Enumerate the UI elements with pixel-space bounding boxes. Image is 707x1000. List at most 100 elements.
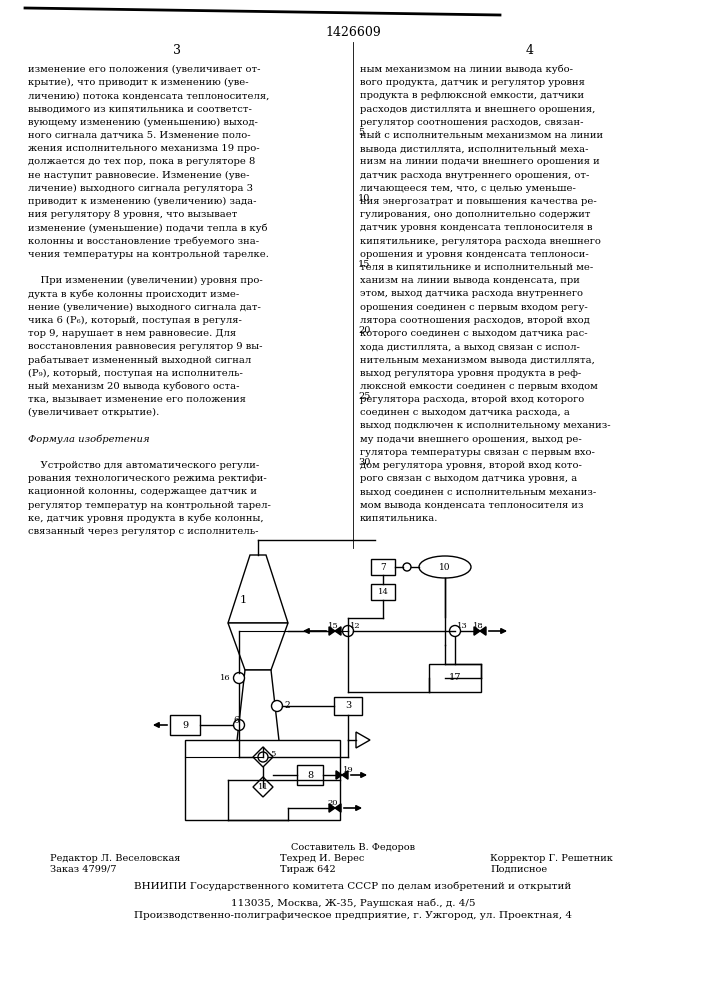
Text: кипятильника.: кипятильника. [360, 514, 438, 523]
Text: нительным механизмом вывода дистиллята,: нительным механизмом вывода дистиллята, [360, 355, 595, 364]
Text: 7: 7 [380, 562, 386, 572]
Circle shape [233, 672, 245, 684]
Polygon shape [228, 555, 288, 623]
Text: 10: 10 [439, 562, 451, 572]
Text: 20: 20 [358, 326, 370, 335]
Bar [429, 664, 481, 692]
Text: личению) потока конденсата теплоносителя,: личению) потока конденсата теплоносителя… [28, 91, 269, 100]
Text: 20: 20 [328, 799, 338, 807]
Text: ке, датчик уровня продукта в кубе колонны,: ке, датчик уровня продукта в кубе колонн… [28, 514, 264, 523]
Text: 1: 1 [240, 595, 247, 605]
Text: Редактор Л. Веселовская: Редактор Л. Веселовская [50, 854, 180, 863]
Polygon shape [228, 623, 288, 670]
Text: 9: 9 [182, 720, 188, 730]
Circle shape [342, 626, 354, 637]
Text: приводит к изменению (увеличению) зада-: приводит к изменению (увеличению) зада- [28, 197, 257, 206]
Text: 3: 3 [345, 702, 351, 710]
Text: (увеличивает открытие).: (увеличивает открытие). [28, 408, 159, 417]
Polygon shape [480, 627, 486, 635]
Text: низм на линии подачи внешнего орошения и: низм на линии подачи внешнего орошения и [360, 157, 600, 166]
Text: датчик уровня конденсата теплоносителя в: датчик уровня конденсата теплоносителя в [360, 223, 592, 232]
Polygon shape [474, 627, 480, 635]
Text: орошения соединен с первым входом регу-: орошения соединен с первым входом регу- [360, 303, 588, 312]
Polygon shape [335, 804, 341, 812]
Circle shape [450, 626, 460, 637]
Circle shape [271, 700, 283, 712]
Polygon shape [336, 771, 342, 779]
Text: выход регулятора уровня продукта в реф-: выход регулятора уровня продукта в реф- [360, 369, 581, 378]
Text: 19: 19 [343, 766, 354, 774]
Text: 5: 5 [270, 750, 275, 758]
Polygon shape [356, 732, 370, 748]
Text: 10: 10 [358, 194, 370, 203]
Text: 1426609: 1426609 [325, 25, 381, 38]
Text: Корректор Г. Решетник: Корректор Г. Решетник [490, 854, 613, 863]
Text: не наступит равновесие. Изменение (уве-: не наступит равновесие. Изменение (уве- [28, 171, 250, 180]
Text: Заказ 4799/7: Заказ 4799/7 [50, 865, 117, 874]
Text: Производственно-полиграфическое предприятие, г. Ужгород, ул. Проектная, 4: Производственно-полиграфическое предприя… [134, 911, 572, 920]
Text: жения исполнительного механизма 19 про-: жения исполнительного механизма 19 про- [28, 144, 259, 153]
Text: ный механизм 20 вывода кубового оста-: ный механизм 20 вывода кубового оста- [28, 382, 240, 391]
Text: изменение (уменьшение) подачи тепла в куб: изменение (уменьшение) подачи тепла в ку… [28, 223, 267, 233]
Bar [170, 715, 200, 735]
Bar [371, 584, 395, 600]
Ellipse shape [419, 556, 471, 578]
Text: 11: 11 [257, 783, 269, 791]
Circle shape [233, 720, 245, 730]
Bar [334, 697, 362, 715]
Text: вого продукта, датчик и регулятор уровня: вого продукта, датчик и регулятор уровня [360, 78, 585, 87]
Bar [185, 740, 340, 820]
Text: люксной емкости соединен с первым входом: люксной емкости соединен с первым входом [360, 382, 597, 391]
Text: ханизм на линии вывода конденсата, при: ханизм на линии вывода конденсата, при [360, 276, 580, 285]
Text: колонны и восстановление требуемого зна-: колонны и восстановление требуемого зна- [28, 237, 259, 246]
Text: изменение его положения (увеличивает от-: изменение его положения (увеличивает от- [28, 65, 260, 74]
Text: 15: 15 [358, 260, 370, 269]
Text: должается до тех пор, пока в регуляторе 8: должается до тех пор, пока в регуляторе … [28, 157, 255, 166]
Text: 4: 4 [526, 43, 534, 56]
Text: 16: 16 [221, 674, 231, 682]
Text: Устройство для автоматического регули-: Устройство для автоматического регули- [28, 461, 259, 470]
Text: ного сигнала датчика 5. Изменение поло-: ного сигнала датчика 5. Изменение поло- [28, 131, 250, 140]
Text: гулятора температуры связан с первым вхо-: гулятора температуры связан с первым вхо… [360, 448, 595, 457]
Text: рого связан с выходом датчика уровня, а: рого связан с выходом датчика уровня, а [360, 474, 577, 483]
Polygon shape [329, 804, 335, 812]
Text: кипятильнике, регулятора расхода внешнего: кипятильнике, регулятора расхода внешнег… [360, 237, 601, 246]
Text: ВНИИПИ Государственного комитета СССР по делам изобретений и открытий: ВНИИПИ Государственного комитета СССР по… [134, 882, 572, 891]
Bar [297, 765, 323, 785]
Text: вывода дистиллята, исполнительный меха-: вывода дистиллята, исполнительный меха- [360, 144, 588, 153]
Text: 18: 18 [472, 622, 484, 630]
Text: 30: 30 [358, 458, 370, 467]
Text: рования технологического режима ректифи-: рования технологического режима ректифи- [28, 474, 267, 483]
Text: 15: 15 [327, 622, 339, 630]
Text: 25: 25 [358, 392, 370, 401]
Text: 17: 17 [449, 674, 461, 682]
Text: которого соединен с выходом датчика рас-: которого соединен с выходом датчика рас- [360, 329, 588, 338]
Text: 2: 2 [284, 702, 290, 710]
Circle shape [258, 752, 268, 762]
Text: личение) выходного сигнала регулятора 3: личение) выходного сигнала регулятора 3 [28, 184, 253, 193]
Text: Формула изобретения: Формула изобретения [28, 435, 150, 444]
Text: орошения и уровня конденсата теплоноси-: орошения и уровня конденсата теплоноси- [360, 250, 589, 259]
Text: выход подключен к исполнительному механиз-: выход подключен к исполнительному механи… [360, 421, 611, 430]
Text: дом регулятора уровня, второй вход кото-: дом регулятора уровня, второй вход кото- [360, 461, 582, 470]
Text: регулятора расхода, второй вход которого: регулятора расхода, второй вход которого [360, 395, 584, 404]
Polygon shape [253, 747, 273, 767]
Text: Тираж 642: Тираж 642 [280, 865, 336, 874]
Text: 3: 3 [173, 43, 181, 56]
Text: крытие), что приводит к изменению (уве-: крытие), что приводит к изменению (уве- [28, 78, 249, 87]
Polygon shape [335, 627, 341, 635]
Text: 6: 6 [233, 716, 239, 725]
Text: кационной колонны, содержащее датчик и: кационной колонны, содержащее датчик и [28, 487, 257, 496]
Text: чика 6 (Р₆), который, поступая в регуля-: чика 6 (Р₆), который, поступая в регуля- [28, 316, 242, 325]
Text: расходов дистиллята и внешнего орошения,: расходов дистиллята и внешнего орошения, [360, 105, 595, 114]
Polygon shape [342, 771, 348, 779]
Text: чения температуры на контрольной тарелке.: чения температуры на контрольной тарелке… [28, 250, 269, 259]
Text: 113035, Москва, Ж-35, Раушская наб., д. 4/5: 113035, Москва, Ж-35, Раушская наб., д. … [230, 898, 475, 908]
Text: Подписное: Подписное [490, 865, 547, 874]
Text: 14: 14 [378, 588, 388, 596]
Text: выводимого из кипятильника и соответст-: выводимого из кипятильника и соответст- [28, 105, 252, 114]
Text: восстановления равновесия регулятор 9 вы-: восстановления равновесия регулятор 9 вы… [28, 342, 262, 351]
Text: 12: 12 [350, 622, 361, 630]
Text: лятора соотношения расходов, второй вход: лятора соотношения расходов, второй вход [360, 316, 590, 325]
Text: ния регулятору 8 уровня, что вызывает: ния регулятору 8 уровня, что вызывает [28, 210, 238, 219]
